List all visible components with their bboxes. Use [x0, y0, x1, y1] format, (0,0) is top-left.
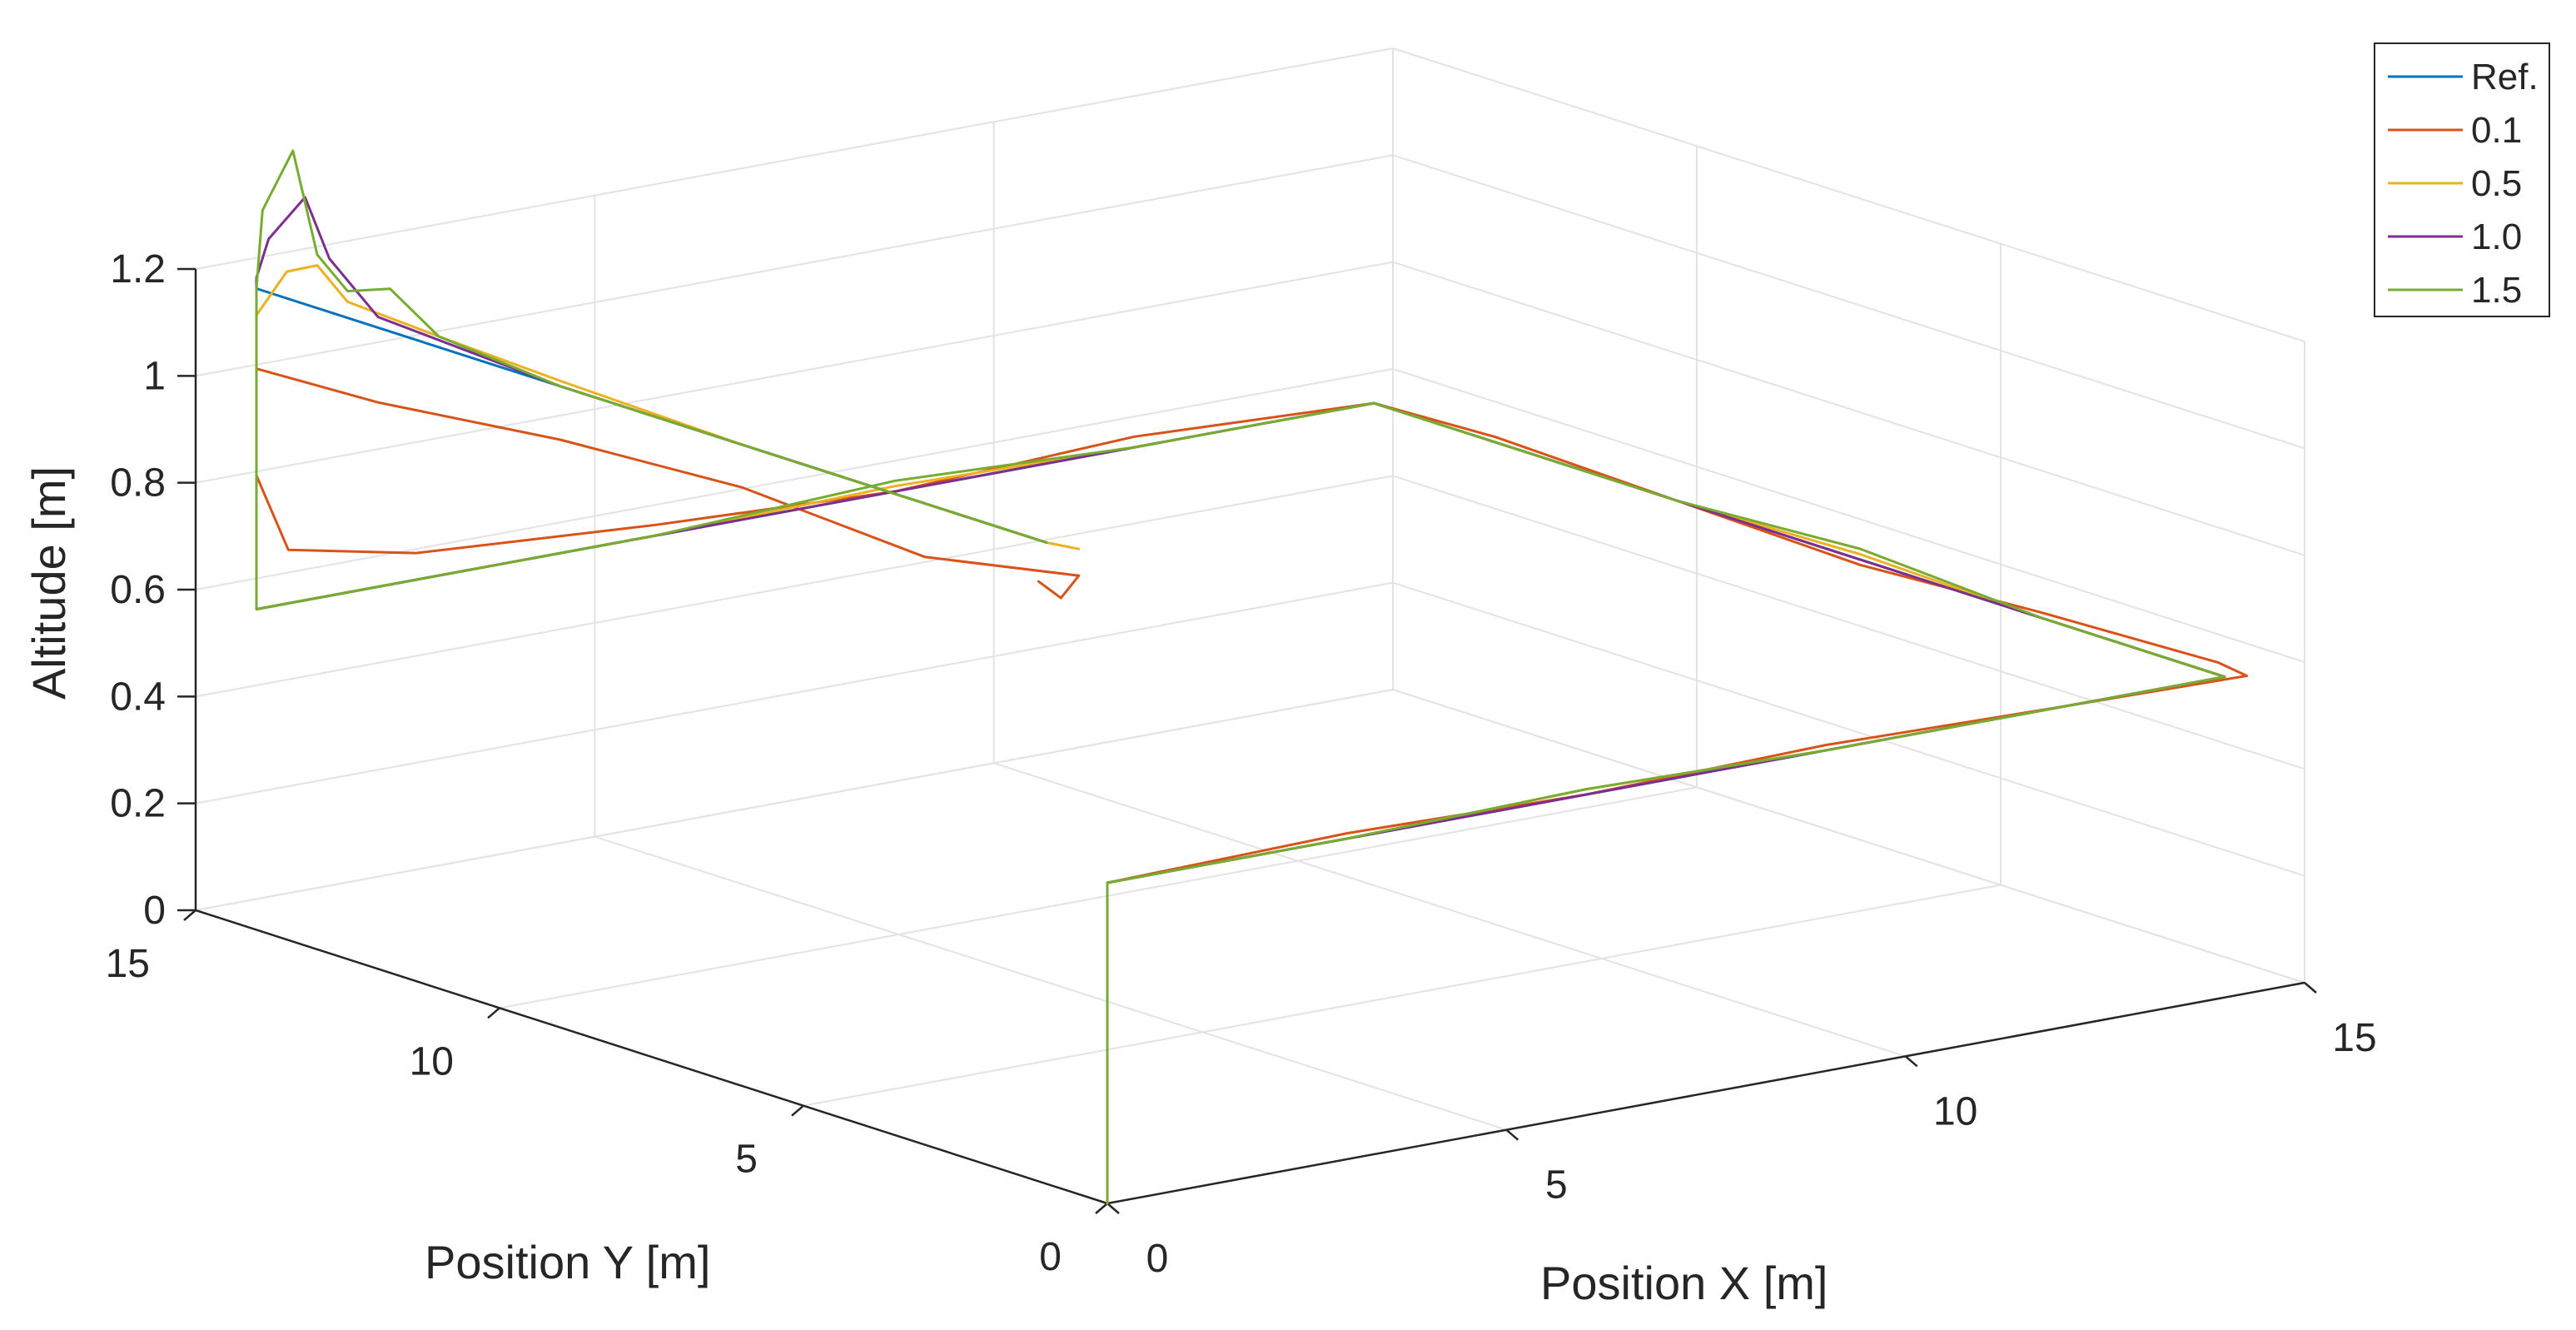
grid-line-y [195, 689, 1394, 911]
y-tick-label: 0 [1039, 1235, 1062, 1279]
series-line-ref [255, 287, 2226, 1205]
legend: Ref. 0.1 0.5 1.0 1.5 [2374, 42, 2550, 317]
y-tick-label: 15 [106, 942, 150, 986]
y-tick-label: 10 [410, 1039, 454, 1083]
grid-line-z [1392, 368, 2305, 663]
x-tick-label: 15 [2332, 1016, 2376, 1060]
grid-line-z [195, 261, 1394, 484]
z-tick-label: 0 [143, 889, 166, 933]
x-tick-mark [2304, 982, 2317, 994]
grid-line-z [195, 581, 1394, 804]
grid-line-x [993, 762, 1906, 1058]
grid-line-z [1392, 154, 2305, 450]
x-tick-label: 10 [1933, 1089, 1977, 1133]
z-tick-label: 0.4 [110, 675, 166, 719]
series-line-0-5 [255, 264, 2226, 1205]
x-tick-label: 0 [1146, 1237, 1169, 1281]
legend-label: 0.5 [2471, 163, 2522, 204]
axes-layer: 0 5 10 15 0 5 10 15 0 0.2 0.4 0.6 0.8 1 1.2 [106, 247, 2377, 1281]
grid-line-z [195, 475, 1394, 698]
x-tick-label: 5 [1545, 1163, 1568, 1208]
grid-line-z [1392, 261, 2305, 556]
z-tick-label: 1.2 [110, 247, 166, 291]
legend-label: 1.0 [2471, 217, 2522, 257]
z-tick-label: 0.6 [110, 568, 166, 612]
x-axis-title: Position X [m] [1540, 1257, 1828, 1309]
y-tick-mark [183, 909, 196, 921]
z-tick-label: 0.2 [110, 782, 166, 826]
grid-line-z [1392, 475, 2305, 770]
z-tick-label: 1 [143, 354, 166, 398]
grid-layer [195, 47, 2305, 1204]
y-tick-mark [791, 1104, 804, 1117]
series-layer [255, 149, 2249, 1205]
series-line-0-1 [255, 367, 2249, 1205]
y-axis-line [195, 909, 1108, 1205]
grid-line-z [195, 47, 1394, 270]
x-axis-line [1106, 981, 2305, 1205]
z-tick-label: 0.8 [110, 461, 166, 506]
legend-label: Ref. [2471, 57, 2539, 97]
grid-line-z [195, 154, 1394, 377]
y-tick-label: 5 [735, 1138, 758, 1182]
grid-line-z [1392, 581, 2305, 877]
x-tick-mark [1106, 1203, 1120, 1214]
grid-line-y [499, 786, 1698, 1009]
y-axis-title: Position Y [m] [425, 1236, 710, 1288]
grid-line-x [594, 835, 1507, 1131]
y-tick-mark [487, 1007, 500, 1019]
grid-line-y [803, 884, 2002, 1107]
grid-line-z [1392, 47, 2305, 342]
legend-box [2374, 42, 2550, 317]
grid-line-x [1392, 689, 2305, 984]
series-line-1-5 [255, 149, 2226, 1205]
z-axis-title: Altitude [m] [22, 466, 75, 700]
x-tick-mark [1904, 1055, 1918, 1068]
legend-label: 0.1 [2471, 110, 2522, 151]
y-tick-mark [1095, 1203, 1108, 1214]
x-tick-mark [1505, 1128, 1519, 1141]
legend-label: 1.5 [2471, 270, 2522, 311]
